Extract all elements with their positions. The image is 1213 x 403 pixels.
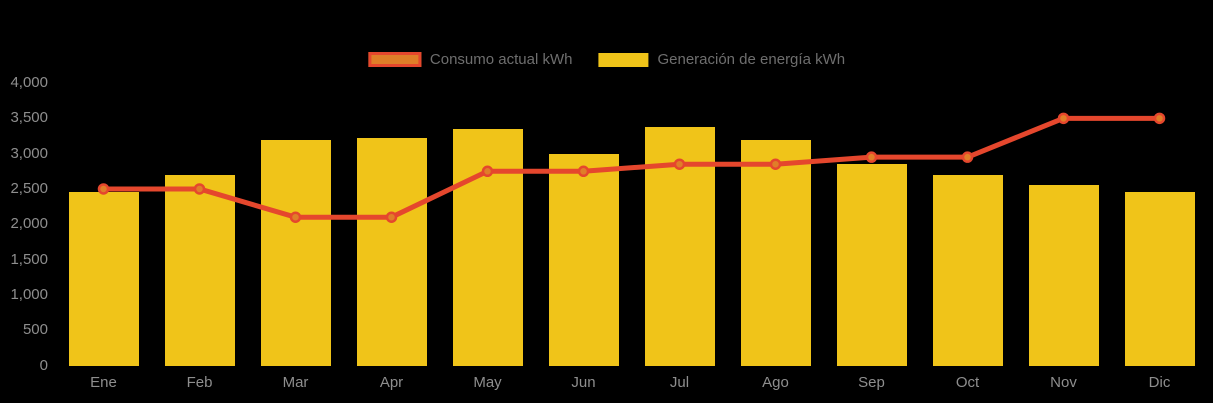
x-axis-label-sep: Sep: [858, 374, 885, 391]
legend-item-generacion[interactable]: Generación de energía kWh: [598, 51, 845, 68]
y-axis-tick-label: 1,000: [10, 285, 48, 303]
bar-generacion-dic[interactable]: [1124, 192, 1195, 366]
consumo-point-sep[interactable]: [865, 151, 878, 163]
bar-generacion-may[interactable]: [452, 128, 523, 366]
bar-generacion-mar[interactable]: [260, 139, 331, 366]
chart-legend: Consumo actual kWh Generación de energía…: [367, 51, 845, 68]
consumo-point-jun[interactable]: [577, 165, 590, 178]
x-axis-label-oct: Oct: [955, 374, 980, 391]
bar-generacion-oct[interactable]: [932, 174, 1003, 366]
consumo-point-nov[interactable]: [1057, 112, 1070, 125]
x-axis-label-jun: Jun: [571, 374, 596, 391]
x-axis-label-ago: Ago: [762, 374, 789, 391]
bar-generacion-sep[interactable]: [836, 164, 907, 366]
x-axis-label-feb: Feb: [186, 374, 213, 391]
legend-label-consumo: Consumo actual kWh: [429, 51, 573, 68]
consumo-point-mar[interactable]: [289, 211, 302, 223]
consumo-point-apr[interactable]: [385, 211, 398, 223]
y-axis-tick-label: 500: [22, 321, 48, 339]
legend-swatch-consumo: [367, 52, 421, 67]
y-axis-tick-label: 2,500: [10, 179, 48, 197]
y-axis-tick-label: 1,500: [10, 250, 48, 268]
legend-swatch-generacion: [598, 52, 649, 67]
y-axis-tick-label: 0: [39, 356, 48, 374]
consumo-point-may[interactable]: [481, 165, 494, 178]
consumo-point-ene[interactable]: [97, 183, 110, 195]
y-axis-tick-label: 3,500: [10, 109, 48, 127]
x-axis-label-ene: Ene: [90, 374, 117, 391]
x-axis-label-jul: Jul: [669, 374, 690, 391]
x-axis-label-nov: Nov: [1050, 374, 1077, 391]
bar-generacion-apr[interactable]: [356, 137, 427, 366]
x-axis-label-may: May: [473, 374, 502, 391]
bar-generacion-ene[interactable]: [68, 192, 139, 366]
consumo-point-ago[interactable]: [769, 158, 782, 170]
consumo-point-oct[interactable]: [961, 151, 974, 163]
bar-generacion-nov[interactable]: [1028, 185, 1099, 366]
legend-label-generacion: Generación de energía kWh: [657, 51, 846, 68]
x-axis-label-apr: Apr: [379, 374, 404, 391]
bar-generacion-jun[interactable]: [548, 153, 619, 366]
consumo-point-feb[interactable]: [193, 183, 206, 195]
bar-generacion-feb[interactable]: [164, 174, 235, 366]
bar-generacion-ago[interactable]: [740, 139, 811, 366]
y-axis-tick-label: 4,000: [10, 74, 48, 91]
consumo-point-jul[interactable]: [673, 158, 686, 170]
y-axis-tick-label: 3,000: [10, 144, 48, 162]
consumo-point-dic[interactable]: [1153, 112, 1166, 125]
legend-item-consumo[interactable]: Consumo actual kWh: [367, 51, 573, 68]
y-axis-tick-label: 2,000: [10, 215, 48, 233]
x-axis-label-dic: Dic: [1148, 374, 1171, 391]
x-axis-label-mar: Mar: [282, 374, 309, 391]
